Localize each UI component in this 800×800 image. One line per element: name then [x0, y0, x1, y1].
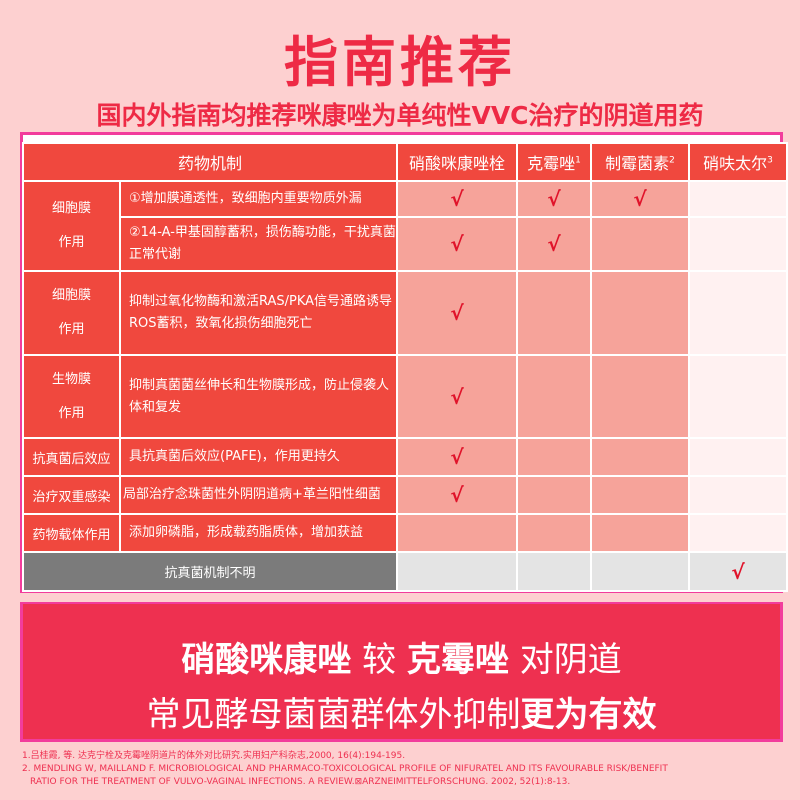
description-cell: ①增加膜通透性，致细胞内重要物质外漏	[121, 182, 397, 216]
check-cell	[518, 515, 591, 551]
check-cell	[518, 553, 591, 590]
category-cell: 细胞膜 作用	[24, 182, 119, 270]
checkmark-icon: √	[450, 483, 464, 507]
header-drug: 硝酸咪康唑栓	[398, 144, 517, 180]
table-row: 抗真菌后效应 具抗真菌后效应(PAFE)，作用更持久 √	[24, 439, 787, 475]
description-cell: ②14-A-甲基固醇蓄积，损伤酶功能，干扰真菌正常代谢	[121, 218, 397, 270]
checkmark-icon: √	[450, 187, 464, 211]
check-cell: √	[398, 477, 517, 513]
check-cell	[592, 439, 689, 475]
checkmark-icon: √	[450, 232, 464, 256]
checkmark-icon: √	[547, 187, 561, 211]
banner-text: 更为有效	[520, 695, 657, 735]
checkmark-icon: √	[633, 187, 647, 211]
table-row: 细胞膜 作用 ①增加膜通透性，致细胞内重要物质外漏 √ √ √	[24, 182, 787, 270]
category-cell: 治疗双重感染	[24, 477, 119, 513]
check-cell: √	[398, 356, 517, 437]
checkmark-icon: √	[547, 232, 561, 256]
checkmark-icon: √	[450, 445, 464, 469]
description-cell: 抑制过氧化物酶和激活RAS/PKA信号通路诱导ROS蓄积，致氧化损伤细胞死亡	[121, 272, 397, 354]
table-row: 治疗双重感染 局部治疗念珠菌性外阴阴道病+革兰阳性细菌 √	[24, 477, 787, 513]
category-cell: 药物载体作用	[24, 515, 119, 551]
check-cell	[518, 272, 591, 354]
checkmark-icon: √	[731, 559, 745, 584]
conclusion-banner: 硝酸咪康唑 较 克霉唑 对阴道 常见酵母菌菌群体外抑制更为有效	[20, 602, 783, 742]
check-cell	[592, 356, 689, 437]
table-row: 药物载体作用 添加卵磷脂，形成载药脂质体，增加获益	[24, 515, 787, 551]
check-cell	[518, 439, 591, 475]
category-cell: 细胞膜 作用	[24, 272, 119, 354]
banner-text: 常见酵母菌菌群体外抑制	[146, 695, 521, 735]
check-cell	[592, 218, 689, 270]
check-cell: √	[518, 182, 591, 216]
mechanism-table: 药物机制 硝酸咪康唑栓 克霉唑1 制霉菌素2 硝呋太尔3 细胞膜 作用 ①增加膜通…	[22, 142, 789, 592]
check-cell	[690, 439, 787, 475]
table-row: 抗真菌机制不明 √	[24, 553, 787, 590]
check-cell	[690, 515, 787, 551]
check-cell	[518, 356, 591, 437]
checkmark-icon: √	[450, 301, 464, 325]
banner-text: 克霉唑	[406, 640, 509, 680]
check-cell	[690, 356, 787, 437]
check-cell: √	[518, 218, 591, 270]
table-row: ②14-A-甲基固醇蓄积，损伤酶功能，干扰真菌正常代谢 √ √	[24, 218, 787, 270]
check-cell	[592, 515, 689, 551]
check-cell: √	[398, 439, 517, 475]
check-cell: √	[398, 182, 517, 216]
references: 1.吕桂霞, 等. 达克宁栓及克霉唑阴道片的体外对比研究.实用妇产科杂志,200…	[22, 750, 668, 789]
page-title: 指南推荐	[284, 31, 516, 94]
check-cell: √	[592, 182, 689, 216]
check-cell	[592, 477, 689, 513]
reference-item: 2. MENDLING W, MAILLAND F. MICROBIOLOGIC…	[22, 764, 668, 774]
check-cell	[398, 515, 517, 551]
description-cell: 抑制真菌菌丝伸长和生物膜形成，防止侵袭人体和复发	[121, 356, 397, 437]
description-cell: 添加卵磷脂，形成载药脂质体，增加获益	[121, 515, 397, 551]
table-row: 细胞膜 作用 抑制过氧化物酶和激活RAS/PKA信号通路诱导ROS蓄积，致氧化损伤…	[24, 272, 787, 354]
banner-text: 对阴道	[508, 640, 622, 680]
check-cell: √	[690, 553, 787, 590]
check-cell: √	[398, 218, 517, 270]
category-cell: 抗真菌后效应	[24, 439, 119, 475]
check-cell	[592, 553, 689, 590]
description-cell: 具抗真菌后效应(PAFE)，作用更持久	[121, 439, 397, 475]
header-drug: 制霉菌素2	[592, 144, 689, 180]
check-cell	[398, 553, 517, 590]
category-cell: 生物膜 作用	[24, 356, 119, 437]
banner-text: 较	[351, 640, 407, 680]
header-drug: 硝呋太尔3	[690, 144, 787, 180]
check-cell	[592, 272, 689, 354]
description-cell: 抗真菌机制不明	[24, 553, 397, 590]
description-cell: 局部治疗念珠菌性外阴阴道病+革兰阳性细菌	[121, 477, 397, 513]
checkmark-icon: √	[450, 384, 464, 409]
reference-item: RATIO FOR THE TREATMENT OF VULVO-VAGINAL…	[30, 777, 571, 787]
check-cell	[690, 477, 787, 513]
check-cell: √	[398, 272, 517, 354]
table-row: 生物膜 作用 抑制真菌菌丝伸长和生物膜形成，防止侵袭人体和复发 √	[24, 356, 787, 437]
header-mechanism: 药物机制	[24, 144, 397, 180]
reference-item: 1.吕桂霞, 等. 达克宁栓及克霉唑阴道片的体外对比研究.实用妇产科杂志,200…	[22, 751, 406, 761]
check-cell	[690, 218, 787, 270]
page-subtitle: 国内外指南均推荐咪康唑为单纯性VVC治疗的阴道用药	[96, 101, 704, 130]
header-drug: 克霉唑1	[518, 144, 591, 180]
banner-text: 硝酸咪康唑	[181, 640, 352, 680]
check-cell	[690, 272, 787, 354]
check-cell	[518, 477, 591, 513]
check-cell	[690, 182, 787, 216]
